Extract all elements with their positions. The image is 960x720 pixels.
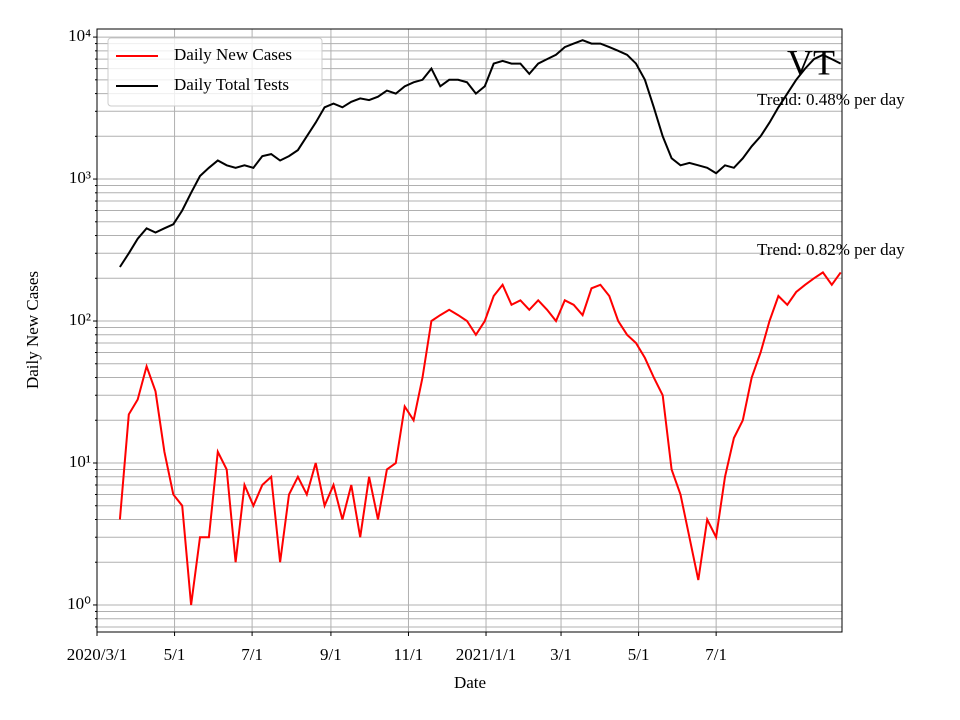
annotation: Trend: 0.48% per day [757, 90, 905, 109]
y-tick-label: 10⁰ [67, 594, 91, 613]
series-line [119, 39, 842, 268]
x-tick-label: 7/1 [241, 645, 263, 664]
x-tick-label: 2021/1/1 [456, 645, 516, 664]
plot-frame [96, 28, 843, 633]
y-tick-label: 10¹ [69, 452, 91, 471]
x-tick-label: 3/1 [550, 645, 572, 664]
x-tick-label: 7/1 [705, 645, 727, 664]
x-tick-label: 5/1 [164, 645, 186, 664]
y-tick-label: 10⁴ [68, 26, 91, 45]
annotation: VT [787, 42, 835, 82]
x-tick-label: 9/1 [320, 645, 342, 664]
y-tick-label: 10² [69, 310, 91, 329]
x-tick-label: 5/1 [628, 645, 650, 664]
series-line [118, 271, 842, 606]
legend-box [107, 37, 323, 107]
y-axis-label: Daily New Cases [23, 271, 42, 389]
x-tick-label: 11/1 [394, 645, 424, 664]
annotation: Trend: 0.82% per day [757, 240, 905, 259]
legend-label: Daily Total Tests [174, 75, 289, 94]
x-tick-label: 2020/3/1 [67, 645, 127, 664]
x-axis-label: Date [454, 673, 486, 692]
y-tick-label: 10³ [69, 168, 91, 187]
legend-label: Daily New Cases [174, 45, 292, 64]
